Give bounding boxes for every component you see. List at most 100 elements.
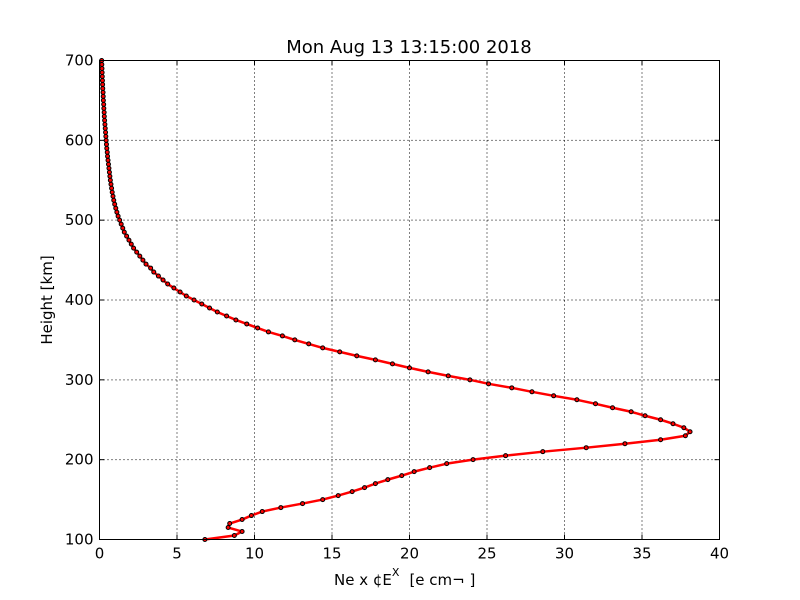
x-tick-label: 5 [172,545,182,563]
x-tick-label: 40 [710,545,729,563]
data-point [134,249,140,255]
y-tick-label: 700 [65,52,94,70]
data-point [155,273,161,279]
data-point [99,77,105,83]
data-point [100,97,106,103]
data-point [411,469,417,475]
data-point [105,161,111,167]
data-point [103,137,109,143]
data-point [101,113,107,119]
data-point [467,377,473,383]
data-point [399,473,405,479]
y-tick-label: 300 [65,371,94,389]
data-point [239,517,245,523]
data-point [583,445,589,451]
chart-title: Mon Aug 13 13:15:00 2018 [286,37,532,58]
data-point [128,241,134,247]
y-tick-label: 100 [65,531,94,549]
data-point [107,173,113,179]
data-point [140,257,146,263]
data-point [110,193,116,199]
data-point [101,109,107,115]
data-point [687,429,693,435]
data-point [111,197,117,203]
data-point [407,365,412,371]
data-point [389,361,395,367]
data-point [177,289,183,295]
data-point [658,437,664,443]
data-point [143,261,149,267]
data-point [106,169,112,175]
data-point [112,201,118,207]
data-point [109,185,115,191]
data-point [191,297,197,303]
data-point [183,293,189,299]
x-tick-label: 35 [632,545,651,563]
data-point [107,177,113,183]
data-point [171,285,177,291]
data-point [265,329,271,335]
data-point [255,325,261,331]
data-point [529,389,535,395]
data-point [103,129,109,135]
data-point [227,521,233,527]
y-tick-label: 500 [65,211,94,229]
data-point [551,393,557,399]
data-point [214,309,220,315]
data-point [444,461,450,467]
data-point [118,221,124,227]
data-point [349,489,355,495]
data-point [102,121,108,127]
data-point [99,65,105,71]
data-point [100,89,106,95]
data-point [628,409,634,415]
data-point [372,357,378,363]
data-point [354,353,360,359]
data-point [104,145,110,151]
data-point [160,277,166,283]
series-ne-profile [99,58,693,542]
data-point [292,337,298,343]
data-point [224,313,230,319]
x-tick-label: 0 [95,545,105,563]
data-point [109,189,115,195]
data-point [151,269,157,275]
data-point [105,153,111,159]
data-point [278,505,284,511]
data-point [103,141,109,147]
x-tick-label: 10 [245,545,264,563]
data-point [427,465,433,471]
data-point [137,253,143,259]
data-point [131,245,137,251]
data-point [99,73,105,79]
data-point [682,433,688,439]
data-point [115,213,121,219]
data-point [335,493,341,499]
data-point [486,381,492,387]
data-point [113,205,119,211]
x-axis-label-main: Ne x ¢E [334,571,392,589]
data-point [114,209,120,215]
data-point [233,317,239,323]
y-tick-label: 600 [65,131,94,149]
x-axis-label-superscript: X [392,566,400,579]
ticks: 0 5 10 15 20 25 30 35 40 100 200 300 400 500 600 700 [65,52,729,563]
data-point [108,181,114,187]
data-point [165,281,171,287]
data-point [425,369,431,375]
data-point [622,441,628,447]
x-tick-label: 15 [322,545,341,563]
data-point [540,449,546,455]
data-point [101,101,107,107]
data-point [337,349,343,355]
data-point [148,265,154,271]
data-point [642,413,648,419]
data-point [320,345,326,351]
data-point [509,385,515,391]
data-point [320,497,326,503]
data-point [126,237,132,243]
data-point [100,93,106,99]
data-point [103,133,109,139]
data-point [574,397,580,403]
y-tick-label: 200 [65,451,94,469]
